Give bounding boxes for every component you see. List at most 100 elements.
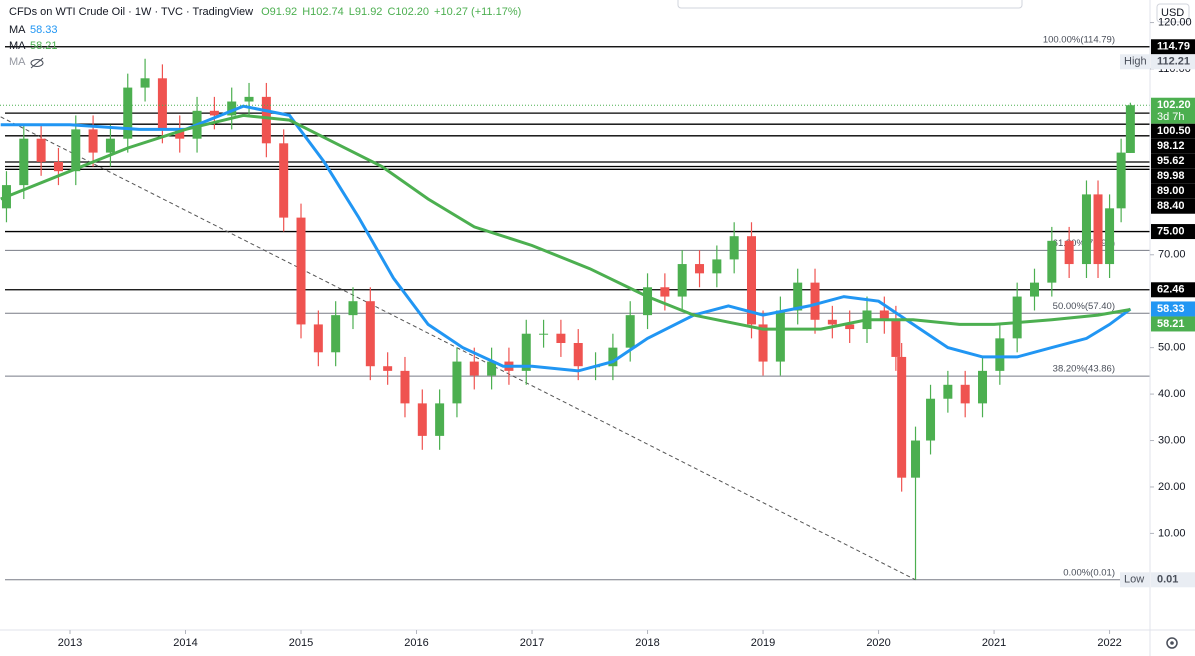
- y-tick-label: 40.00: [1158, 388, 1186, 400]
- candle-body: [911, 440, 921, 478]
- price-tag: [1151, 198, 1195, 214]
- moving-average-line: [0, 104, 1132, 373]
- candle-body: [695, 264, 705, 274]
- price-tag: [1151, 153, 1195, 169]
- price-tag-label: 102.20: [1157, 99, 1191, 111]
- x-tick-label: 2020: [866, 637, 890, 649]
- legend: CFDs on WTI Crude Oil · 1W · TVC · Tradi…: [9, 6, 521, 69]
- currency-button[interactable]: USD: [1156, 3, 1190, 23]
- price-tag-label: 62.46: [1157, 284, 1185, 296]
- price-tag: [1151, 183, 1195, 199]
- candle-body: [810, 282, 820, 320]
- price-tag: [1151, 168, 1195, 184]
- price-tag: [1151, 224, 1195, 240]
- ohlc-value: O91.92: [261, 6, 297, 18]
- settings-button[interactable]: [1166, 637, 1178, 649]
- fib-label: 100.00%(114.79): [1043, 34, 1115, 45]
- candle-body: [1125, 105, 1135, 153]
- candle-body: [1012, 296, 1022, 339]
- candle-body: [487, 361, 497, 376]
- indicator-name: MA: [9, 24, 26, 36]
- candle-body: [712, 259, 722, 274]
- candle-body: [1064, 240, 1074, 265]
- candle-body: [891, 319, 901, 357]
- trendline: [0, 116, 916, 581]
- candle-body: [227, 101, 237, 116]
- price-tag: [1151, 572, 1195, 588]
- ohlc-value: +10.27 (+11.17%): [434, 6, 521, 18]
- y-tick-label: 70.00: [1158, 249, 1186, 261]
- y-tick-label: 50.00: [1158, 342, 1186, 354]
- candle-body: [157, 78, 167, 130]
- price-tag: [1151, 316, 1195, 332]
- chart-title: CFDs on WTI Crude Oil · 1W · TVC · Tradi…: [9, 6, 253, 18]
- fib-label: 38.20%(43.86): [1053, 364, 1115, 375]
- candle-body: [926, 398, 936, 441]
- candle-body: [729, 236, 739, 260]
- x-tick-label: 2018: [635, 637, 659, 649]
- candle-body: [827, 319, 837, 325]
- candle-body: [1093, 194, 1103, 265]
- price-tag: [1151, 54, 1195, 70]
- candle-body: [897, 356, 907, 478]
- ohlc-value: C102.20: [387, 6, 429, 18]
- candle-body: [296, 217, 306, 325]
- x-tick-label: 2022: [1097, 637, 1121, 649]
- price-tag-label: 0.01: [1157, 574, 1178, 586]
- candle-body: [775, 310, 785, 362]
- fib-label: 0.00%(0.01): [1063, 567, 1115, 578]
- price-note-box: [1120, 54, 1150, 70]
- candle-body: [71, 129, 81, 172]
- indicator-value: 58.33: [30, 24, 58, 36]
- currency-label[interactable]: USD: [1161, 7, 1184, 19]
- candle-body: [793, 282, 803, 311]
- moving-average-line: [0, 113, 1131, 331]
- settings-icon-center[interactable]: [1170, 641, 1174, 645]
- candle-body: [1047, 240, 1057, 283]
- indicator-name: MA: [9, 40, 26, 52]
- candle-body: [573, 343, 583, 367]
- plot-area: 100.00%(114.79)61.80%(70.94)50.00%(57.40…: [0, 34, 1150, 581]
- toolbar[interactable]: [677, 0, 1023, 9]
- candle-body: [469, 361, 479, 376]
- currency-box[interactable]: [1156, 3, 1190, 23]
- candle-body: [643, 287, 653, 316]
- price-tag-label: 112.21: [1157, 56, 1190, 68]
- fib-label: 50.00%(57.40): [1053, 301, 1115, 312]
- candle-body: [417, 403, 427, 436]
- price-tag-label: 58.21: [1157, 318, 1185, 330]
- settings-icon[interactable]: [1166, 637, 1178, 649]
- x-tick-label: 2019: [751, 637, 775, 649]
- candle-body: [19, 138, 29, 186]
- candle-body: [140, 78, 150, 88]
- candle-body: [677, 264, 687, 297]
- x-tick-label: 2014: [173, 637, 197, 649]
- price-tag: [1151, 282, 1195, 298]
- candle-body: [105, 138, 115, 153]
- candle-body: [53, 161, 63, 172]
- candle-body: [1105, 208, 1115, 265]
- candle-body: [879, 310, 889, 320]
- candle-body: [383, 366, 393, 371]
- price-tag-note: 3d 7h: [1157, 111, 1185, 123]
- candle-body: [313, 324, 323, 353]
- x-tick-label: 2021: [982, 637, 1006, 649]
- candle-body: [608, 347, 618, 367]
- price-tag-label: 98.12: [1157, 140, 1185, 152]
- price-tag-label: 89.98: [1157, 170, 1185, 182]
- x-tick-label: 2015: [289, 637, 313, 649]
- candle-body: [660, 287, 670, 297]
- price-tag: [1151, 97, 1195, 124]
- ohlc-value: L91.92: [349, 6, 383, 18]
- candle-body: [1081, 194, 1091, 265]
- x-tick-label: 2013: [58, 637, 82, 649]
- candle-body: [539, 333, 549, 335]
- ohlc-value: H102.74: [302, 6, 344, 18]
- x-tick-label: 2016: [404, 637, 428, 649]
- candle-body: [279, 143, 289, 218]
- price-tag: [1151, 138, 1195, 154]
- candle-body: [556, 333, 566, 344]
- candle-body: [123, 87, 133, 139]
